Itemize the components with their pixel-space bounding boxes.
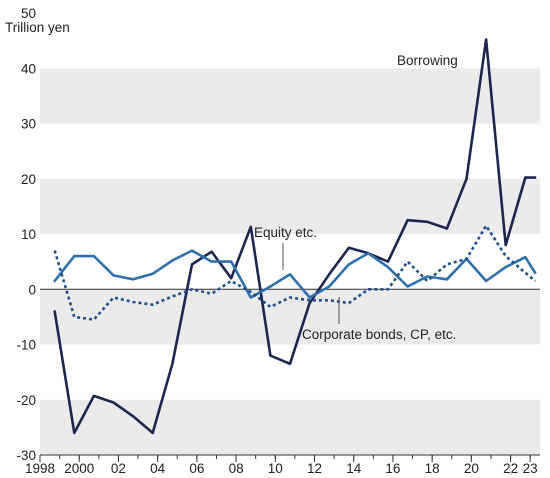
y-tick-label: 50 [21, 6, 36, 21]
y-tick-label: 20 [21, 172, 36, 187]
series-line-borrowing [53, 38, 537, 435]
x-tick-label: 06 [189, 461, 204, 476]
x-tick-label: 2000 [64, 461, 94, 476]
x-tick-label: 08 [229, 461, 244, 476]
x-tick-label: 20 [464, 461, 479, 476]
grid-band [40, 399, 540, 455]
series-lines [53, 38, 537, 435]
x-tick-label: 16 [385, 461, 400, 476]
x-tick-label: 18 [425, 461, 440, 476]
grid-band [40, 68, 540, 124]
annotation-equity: Equity etc. [254, 225, 317, 240]
series-line-equity-etc [53, 249, 537, 299]
x-tick-label: 23 [523, 461, 538, 476]
y-tick-label: 10 [21, 227, 36, 242]
x-tick-label: 1998 [25, 461, 55, 476]
y-tick-label: 0 [28, 282, 36, 297]
x-ticks: 1998 2000 02 04 06 08 10 12 14 16 18 20 22 23 [25, 455, 538, 476]
x-tick-label: 14 [346, 461, 362, 476]
x-tick-label: 22 [503, 461, 518, 476]
y-tick-label: -30 [16, 448, 36, 463]
y-tick-label: 40 [21, 61, 36, 76]
x-tick-label: 12 [307, 461, 322, 476]
annotation-borrowing: Borrowing [397, 53, 458, 68]
x-tick-label: 10 [268, 461, 283, 476]
y-tick-label: 30 [21, 117, 36, 132]
x-tick-label: 02 [111, 461, 126, 476]
x-tick-label: 04 [150, 461, 166, 476]
y-ticks: -30 -20 -10 0 10 20 30 40 50 [16, 6, 36, 463]
y-tick-label: -20 [16, 393, 36, 408]
annotation-bonds: Corporate bonds, CP, etc. [302, 327, 456, 342]
y-tick-label: -10 [16, 338, 36, 353]
unit-label: Trillion yen [5, 20, 70, 35]
